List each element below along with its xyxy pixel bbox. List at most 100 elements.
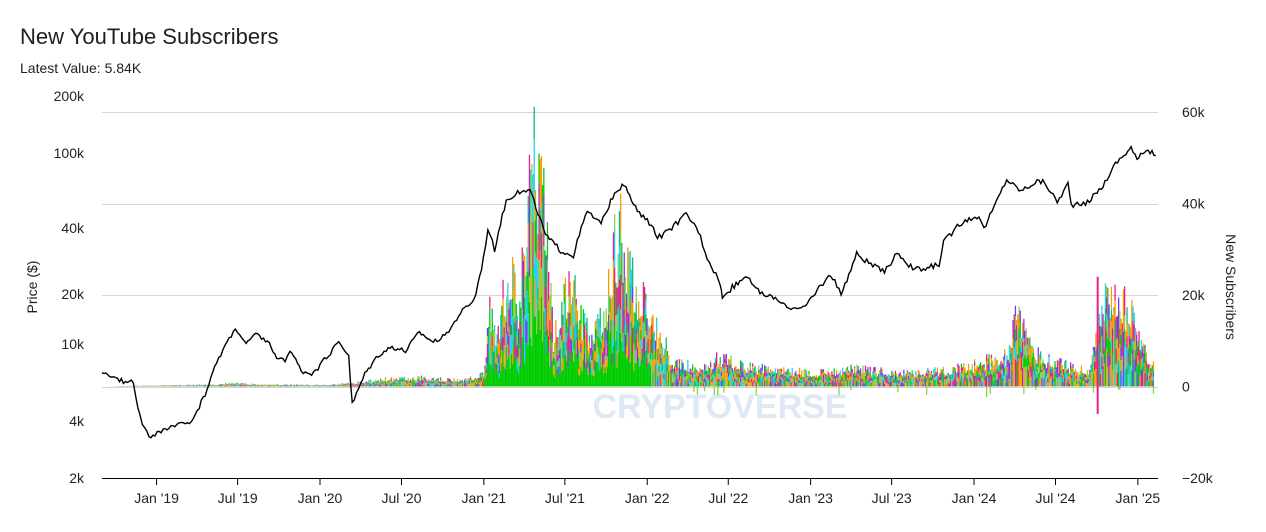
subscriber-bar	[578, 329, 580, 349]
subscriber-bar	[638, 370, 640, 387]
subscriber-bar	[789, 379, 791, 382]
subscriber-bar	[927, 368, 929, 371]
subscriber-bar	[968, 363, 970, 369]
subscriber-bar	[588, 353, 591, 362]
subscriber-bar	[495, 353, 497, 364]
subscriber-bar	[383, 381, 385, 383]
subscriber-bar	[370, 382, 372, 384]
subscriber-bar	[472, 381, 474, 383]
subscriber-bar	[856, 371, 858, 375]
subscriber-bar	[828, 372, 831, 377]
subscriber-bar	[852, 380, 855, 384]
subscriber-bar	[701, 369, 703, 371]
subscriber-bar	[479, 379, 481, 383]
subscriber-bar	[1102, 365, 1104, 387]
subscriber-bar	[746, 378, 748, 382]
subscriber-bar	[843, 376, 845, 380]
subscriber-bar	[399, 379, 401, 380]
subscriber-bar	[833, 368, 835, 373]
subscriber-bar	[988, 363, 990, 372]
subscriber-bar	[467, 382, 469, 384]
subscriber-bar	[641, 363, 643, 387]
subscriber-bar	[1125, 369, 1127, 387]
subscriber-bar	[507, 317, 509, 332]
subscriber-bar	[845, 381, 847, 387]
subscriber-bar	[932, 379, 934, 382]
subscriber-bar	[448, 385, 450, 387]
subscriber-bar	[354, 384, 357, 385]
subscriber-bar	[708, 368, 711, 370]
subscriber-bar	[722, 369, 724, 375]
subscriber-bar	[761, 374, 763, 379]
subscriber-bar	[464, 379, 466, 382]
subscriber-bar	[212, 385, 214, 387]
subscriber-bar	[1031, 347, 1033, 357]
subscriber-bar	[1064, 377, 1066, 387]
subscriber-bar	[671, 373, 673, 377]
subscriber-bar	[248, 386, 250, 387]
subscriber-bar	[392, 383, 394, 384]
subscriber-bar	[1116, 372, 1119, 387]
subscriber-bar	[1065, 360, 1067, 362]
subscriber-bar	[233, 383, 235, 385]
subscriber-bar	[1059, 371, 1061, 377]
subscriber-bar	[730, 355, 732, 357]
subscriber-bar	[968, 376, 970, 382]
subscriber-bar	[560, 372, 562, 387]
subscriber-bar	[700, 378, 702, 382]
subscriber-bar	[240, 384, 243, 386]
subscriber-bar	[804, 382, 807, 387]
subscriber-bar	[1023, 338, 1025, 349]
subscriber-bar	[657, 375, 659, 381]
subscriber-bar	[832, 378, 834, 380]
subscriber-bar	[929, 377, 931, 381]
subscriber-bar	[634, 312, 636, 322]
subscriber-bar	[1005, 376, 1007, 380]
subscriber-bar	[393, 382, 395, 384]
subscriber-bar	[1068, 376, 1071, 380]
subscriber-bar	[440, 380, 442, 382]
subscriber-bar	[898, 377, 900, 380]
subscriber-bar	[575, 305, 577, 324]
subscriber-bar	[567, 326, 569, 337]
subscriber-bar	[768, 376, 771, 380]
subscriber-bar	[875, 372, 877, 375]
subscriber-bar	[623, 348, 625, 387]
subscriber-bar	[374, 383, 376, 384]
subscriber-bar	[442, 380, 444, 382]
subscriber-bar	[440, 383, 442, 387]
subscriber-bar	[444, 382, 447, 384]
subscriber-bar	[363, 383, 365, 385]
subscriber-bar	[911, 370, 913, 374]
subscriber-bar	[1074, 368, 1077, 374]
subscriber-bar	[480, 380, 483, 383]
subscriber-bar	[464, 381, 466, 384]
subscriber-bar	[477, 379, 479, 382]
subscriber-bar	[950, 383, 952, 387]
subscriber-bar	[576, 329, 579, 339]
subscriber-bar	[544, 286, 546, 309]
subscriber-bar	[432, 381, 435, 383]
subscriber-bar	[1130, 326, 1132, 339]
subscriber-bar	[1070, 362, 1072, 369]
subscriber-bar	[446, 383, 448, 385]
subscriber-bar	[1151, 377, 1153, 381]
subscriber-bar	[440, 381, 442, 384]
subscriber-bar	[704, 374, 706, 379]
subscriber-bar	[975, 375, 977, 379]
subscriber-bar	[1127, 374, 1129, 387]
subscriber-bar	[575, 298, 577, 306]
subscriber-bar	[531, 163, 533, 237]
subscriber-bar	[395, 380, 397, 383]
subscriber-area	[110, 106, 1155, 414]
subscriber-bar	[629, 284, 631, 315]
subscriber-bar	[790, 379, 792, 382]
subscriber-bar	[557, 354, 559, 361]
subscriber-bar	[701, 377, 703, 381]
subscriber-bar	[976, 365, 978, 372]
subscriber-bar	[798, 374, 801, 378]
subscriber-bar	[548, 300, 550, 318]
subscriber-bar	[357, 383, 359, 384]
subscriber-bar	[683, 372, 685, 375]
subscriber-bar	[533, 194, 535, 264]
